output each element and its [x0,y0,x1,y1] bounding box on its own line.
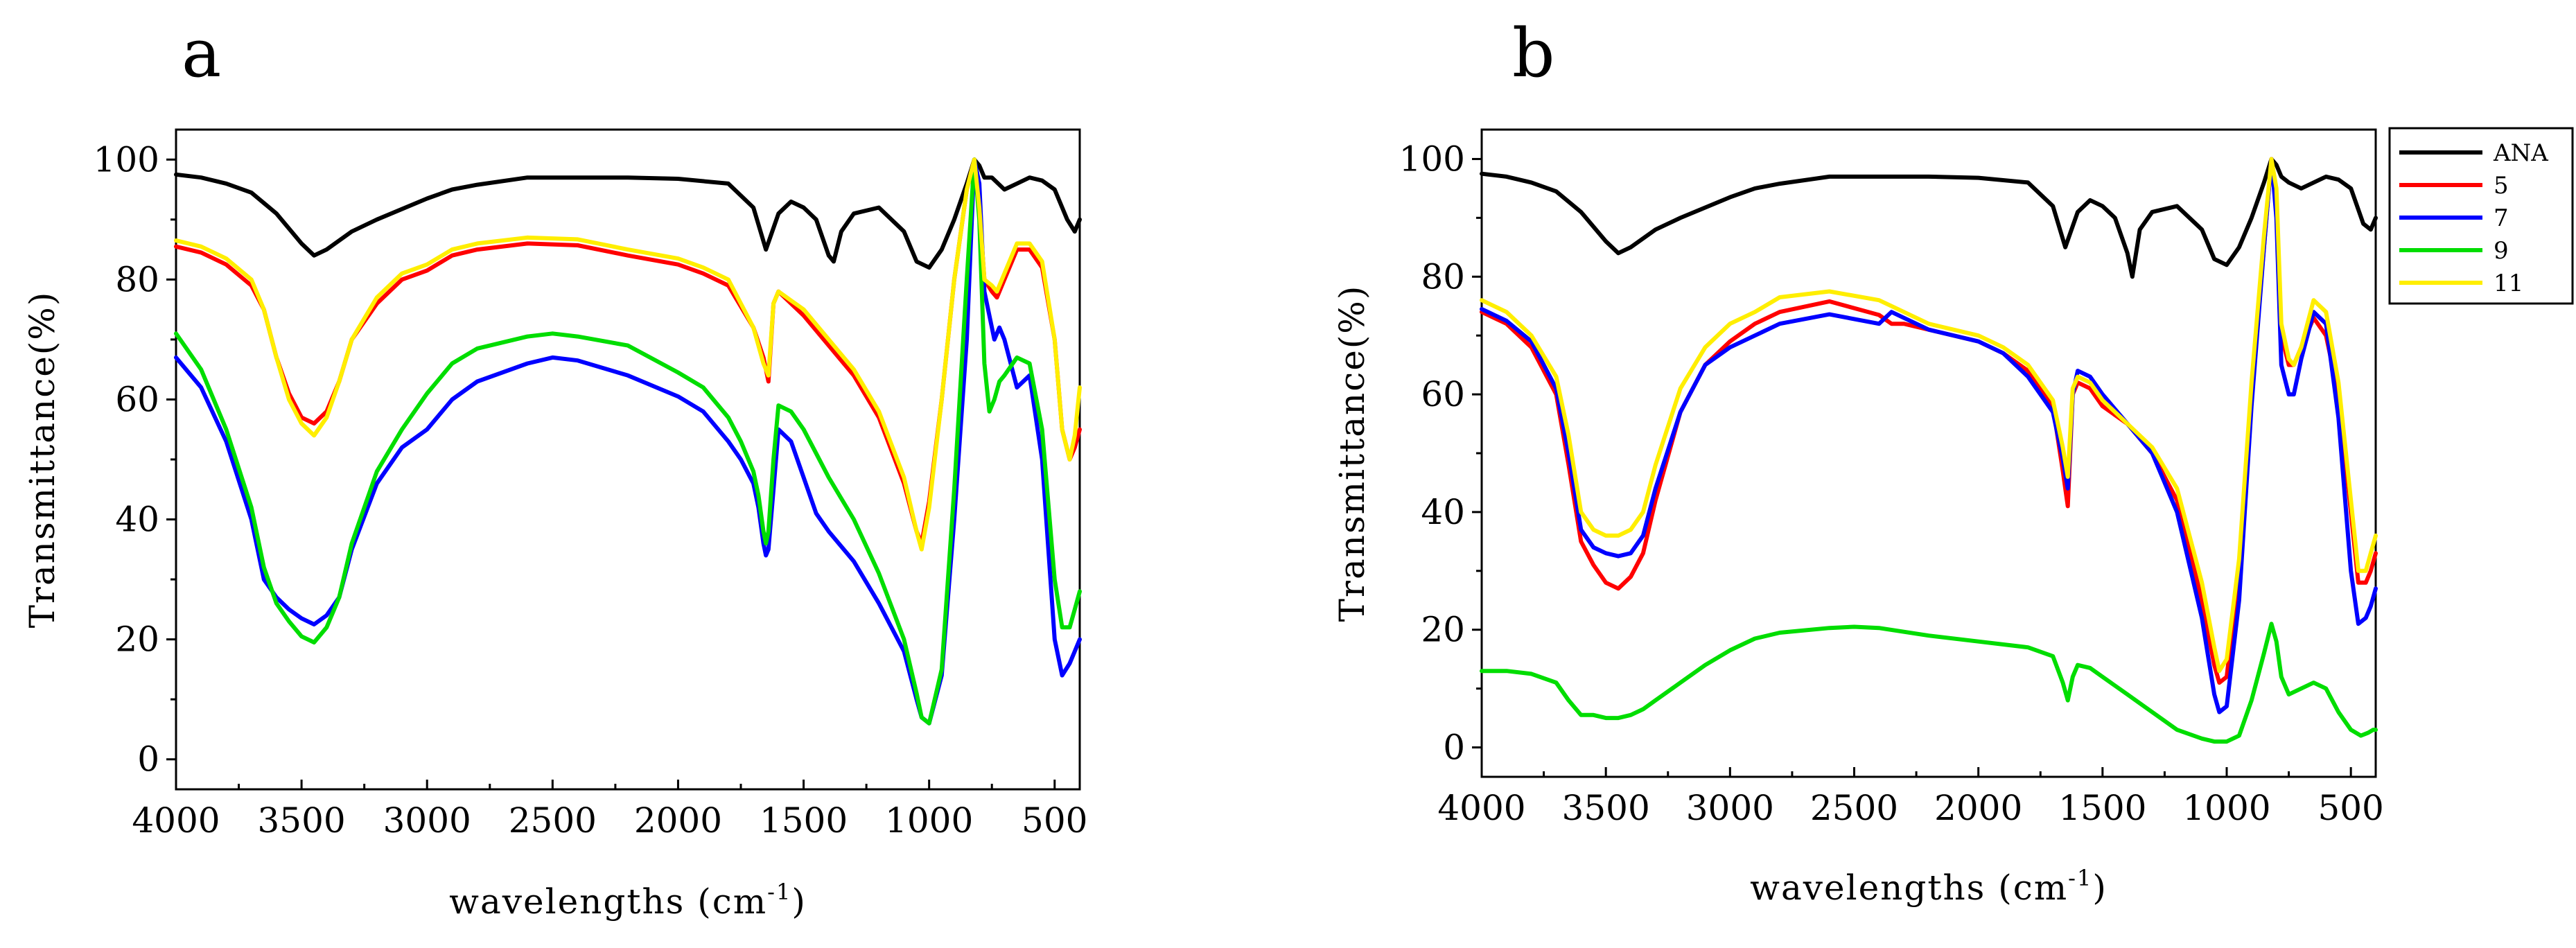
y-tick-label-a: 0 [137,739,159,780]
x-tick-label-a: 2000 [634,800,722,841]
x-tick-label-b: 1000 [2182,788,2270,828]
y-axis-title-a: Transmittance(%) [22,291,62,629]
legend-label-5: 5 [2494,172,2509,200]
x-tick-label-b: 2500 [1810,788,1898,828]
ticks-a: 4000 3500 3000 2500 2000 1500 1000 500 0 20 40 60 80… [94,139,1088,841]
panel-label-b: b [1512,15,1554,92]
legend: ANA 5 7 9 11 [2388,127,2574,305]
plot-frame-a [175,128,1081,791]
legend-label-9: 9 [2494,237,2509,265]
x-tick-label-a: 1500 [760,800,848,841]
y-tick-label-a: 80 [115,259,159,299]
series-line-a-11 [174,157,1082,552]
series-line-b-11 [1480,157,2378,674]
series-group-b [1480,157,2378,744]
x-tick-label-b: 3500 [1562,788,1650,828]
x-tick-label-a: 4000 [132,800,220,841]
x-axis-title-a-main: wavelengths (cm [449,881,767,922]
x-tick-label-b: 1500 [2058,788,2146,828]
legend-label-7: 7 [2494,204,2509,232]
x-tick-label-a: 3000 [383,800,471,841]
series-line-a-ANA [174,157,1082,270]
chart-b: b 4000 3500 3000 2500 2000 1500 1000 500 0 20 40 60… [1332,15,2574,908]
y-tick-label-a: 100 [94,139,159,179]
y-tick-label-b: 20 [1421,610,1465,650]
x-tick-label-a: 1000 [885,800,973,841]
y-axis-title-b: Transmittance(%) [1332,285,1372,622]
panel-label-a: a [182,15,221,92]
y-tick-label-b: 0 [1443,728,1465,768]
y-tick-label-b: 40 [1421,492,1465,532]
x-tick-label-a: 2500 [509,800,597,841]
legend-label-ANA: ANA [2493,139,2548,167]
x-tick-label-a: 3500 [257,800,345,841]
x-axis-title-b: wavelengths (cm-1) [1750,865,2108,908]
plot-frame-b [1480,128,2377,778]
series-line-a-9 [174,157,1082,726]
x-tick-label-a: 500 [1022,800,1087,841]
x-tick-label-b: 2000 [1934,788,2022,828]
y-tick-label-b: 100 [1399,139,1465,179]
x-axis-title-b-sup: -1 [2068,865,2092,891]
y-tick-label-a: 40 [115,500,159,540]
x-axis-title-b-main: wavelengths (cm [1750,868,2068,908]
y-tick-label-b: 80 [1421,256,1465,297]
x-axis-title-a: wavelengths (cm-1) [449,879,807,922]
y-tick-label-b: 60 [1421,374,1465,414]
x-tick-label-b: 3000 [1686,788,1774,828]
x-tick-label-b: 500 [2317,788,2383,828]
x-axis-title-a-sup: -1 [767,879,791,905]
chart-a: a 4000 3500 3000 2500 2000 1500 1000 500 0 20 40 60… [22,15,1087,922]
x-axis-title-a-close: ) [791,881,807,922]
y-tick-label-a: 60 [115,379,159,419]
series-line-b-ANA [1480,157,2378,279]
series-line-a-5 [174,157,1082,546]
x-axis-title-b-close: ) [2092,868,2108,908]
series-line-b-9 [1480,622,2378,744]
legend-label-11: 11 [2494,270,2523,297]
ticks-b: 4000 3500 3000 2500 2000 1500 1000 500 0 20 40 60 80… [1399,139,2384,828]
series-group-a [174,157,1082,726]
y-tick-label-a: 20 [115,620,159,660]
x-tick-label-b: 4000 [1437,788,1525,828]
